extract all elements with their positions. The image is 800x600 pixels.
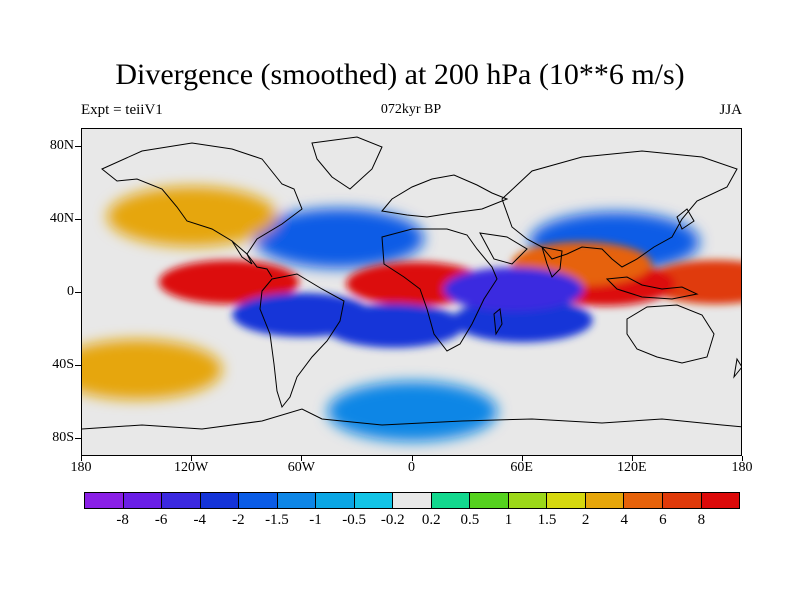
experiment-label: Expt = teiiV1 [81, 102, 163, 118]
field-midlatitude-north-pacific-divergence [107, 186, 278, 247]
y-tick-label: 40N [49, 211, 74, 227]
coastline-india [541, 246, 563, 278]
field-core-equatorial-divergence-east-pacific [190, 271, 267, 294]
coastline-greenland [311, 136, 383, 190]
season-label: JJA [719, 102, 742, 118]
y-tick-label: 0 [67, 284, 74, 299]
field-southern-midlatitude-divergence [82, 339, 223, 400]
x-tick-label: 60W [287, 460, 315, 475]
colorbar-label: -4 [193, 512, 207, 528]
coastline-arabia [479, 232, 528, 265]
colorbar-label: -2 [232, 512, 245, 528]
colorbar-box [123, 493, 163, 508]
x-tick-mark [81, 456, 82, 461]
field-core-indian-ocean-convergence [484, 309, 561, 332]
plot-title: Divergence (smoothed) at 200 hPa (10**6 … [115, 58, 685, 91]
colorbar-box [508, 493, 548, 508]
colorbar-box [662, 493, 702, 508]
colorbar-box [585, 493, 625, 508]
coastline-indonesia [605, 276, 699, 300]
field-north-atlantic-convergence [254, 208, 425, 269]
colorbar-label: -1 [309, 512, 322, 528]
coastline-antarctica [82, 408, 741, 430]
coastline-central-america [231, 240, 273, 278]
colorbar-label: 1 [504, 512, 513, 528]
y-tick-mark [75, 146, 81, 148]
field-core-arabian-sea-convergence [475, 278, 552, 301]
coastline-japan [676, 208, 695, 230]
colorbar-box [701, 493, 740, 508]
field-southern-ocean-convergence [327, 381, 498, 442]
colorbar-box [393, 493, 432, 508]
colorbar-box [624, 493, 663, 508]
period-label: 072kyr BP [380, 102, 442, 117]
field-core-south-atlantic-convergence [356, 314, 433, 337]
colorbar-label: -1.5 [265, 512, 289, 528]
x-tick-mark [191, 456, 193, 461]
colorbar-box [162, 493, 201, 508]
colorbar-label: -8 [116, 512, 129, 528]
y-tick-mark [75, 437, 81, 439]
field-core-bay-of-bengal-divergence [543, 252, 620, 275]
coastline-madagascar [493, 308, 503, 336]
coastline-australia [626, 304, 715, 364]
coastline-south-america [259, 273, 345, 409]
colorbar-label: -0.2 [380, 512, 405, 528]
colorbar-box [316, 493, 355, 508]
colorbar-box [431, 493, 471, 508]
colorbar-box [200, 493, 240, 508]
colorbar-label: 0.2 [421, 512, 441, 528]
x-tick-label: 120W [174, 460, 209, 475]
colorbar-box [354, 493, 394, 508]
colorbar-label: -6 [154, 512, 168, 528]
colorbar-label: 4 [620, 512, 628, 528]
x-tick-label: 180 [731, 460, 753, 475]
x-tick-mark [631, 456, 633, 461]
x-tick-label: 120E [617, 460, 647, 475]
coastline-africa [381, 228, 498, 352]
coastline-asia [501, 150, 738, 268]
x-tick-label: 0 [408, 460, 415, 475]
colorbar-label: 1.5 [537, 512, 557, 528]
field-core-tropical-convergence-band [264, 303, 341, 326]
colorbar-box [239, 493, 278, 508]
colorbar-box [85, 493, 124, 508]
coastline-europe [381, 174, 509, 218]
colorbar-box [470, 493, 509, 508]
x-tick-mark [411, 456, 413, 461]
map-panel [81, 128, 742, 456]
y-tick-label: 40S [52, 356, 74, 372]
field-core-west-africa-divergence [378, 272, 455, 295]
x-tick-label: 180 [70, 460, 92, 475]
colorbar-label: 0.5 [460, 512, 480, 528]
y-tick-mark [75, 364, 81, 366]
colorbar [84, 492, 740, 509]
y-tick-label: 80S [52, 429, 74, 445]
colorbar-label: 6 [659, 512, 667, 528]
colorbar-box [547, 493, 586, 508]
colorbar-box [277, 493, 317, 508]
x-tick-mark [301, 456, 303, 461]
x-tick-label: 60E [510, 460, 533, 475]
colorbar-label: -0.5 [342, 512, 366, 528]
colorbar-label: 8 [697, 512, 706, 528]
x-tick-mark [521, 456, 523, 461]
y-tick-mark [75, 292, 81, 293]
coastline-new-zealand [733, 357, 741, 379]
field-core-equatorial-divergence-west-pacific [677, 271, 741, 294]
y-tick-mark [75, 219, 81, 221]
colorbar-label: 2 [581, 512, 590, 528]
x-tick-mark [742, 456, 743, 461]
divergence-map [82, 129, 741, 455]
y-tick-label: 80N [49, 138, 74, 154]
